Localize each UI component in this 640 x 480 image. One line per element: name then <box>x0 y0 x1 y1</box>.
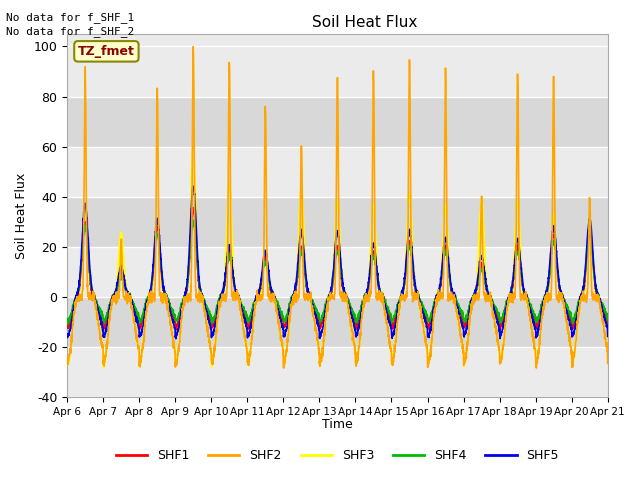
SHF2 <box>604 360 612 366</box>
Bar <box>67 247 608 297</box>
SHF5 <box>125 293 132 299</box>
Text: TZ_fmet: TZ_fmet <box>78 45 135 58</box>
Text: No data for f_SHF_1: No data for f_SHF_1 <box>6 12 134 23</box>
SHF3 <box>535 345 543 351</box>
SHF2 <box>593 291 601 297</box>
SHF4 <box>63 316 71 322</box>
SHF3 <box>294 247 302 252</box>
SHF5 <box>271 293 278 299</box>
SHF1 <box>63 322 71 327</box>
Bar <box>67 96 608 147</box>
SHF2 <box>125 296 132 301</box>
SHF5 <box>604 334 612 339</box>
Bar <box>67 347 608 397</box>
SHF5 <box>63 332 71 338</box>
SHF4 <box>271 294 278 300</box>
SHF3 <box>593 294 601 300</box>
SHF5 <box>157 256 164 262</box>
SHF4 <box>157 262 165 268</box>
SHF3 <box>125 295 133 300</box>
SHF3 <box>189 141 197 147</box>
SHF3 <box>157 269 165 275</box>
SHF5 <box>593 292 601 298</box>
SHF2 <box>63 356 71 361</box>
SHF1 <box>604 324 612 329</box>
SHF5 <box>535 324 543 329</box>
SHF2 <box>535 343 543 349</box>
Legend: SHF1, SHF2, SHF3, SHF4, SHF5: SHF1, SHF2, SHF3, SHF4, SHF5 <box>111 444 564 468</box>
Line: SHF4: SHF4 <box>67 220 608 324</box>
SHF3 <box>63 357 71 363</box>
Line: SHF5: SHF5 <box>67 186 608 339</box>
SHF2 <box>271 300 278 305</box>
SHF4 <box>190 217 198 223</box>
Bar <box>67 147 608 197</box>
SHF1 <box>271 296 278 301</box>
Bar <box>67 47 608 96</box>
SHF2 <box>189 44 197 49</box>
SHF4 <box>535 315 543 321</box>
Text: No data for f_SHF_2: No data for f_SHF_2 <box>6 26 134 37</box>
SHF1 <box>136 327 143 333</box>
Bar <box>67 197 608 247</box>
Bar <box>67 297 608 347</box>
SHF1 <box>593 293 601 299</box>
SHF1 <box>125 294 132 300</box>
SHF4 <box>294 267 302 273</box>
SHF1 <box>157 264 165 270</box>
SHF5 <box>294 256 302 262</box>
Line: SHF3: SHF3 <box>67 144 608 368</box>
Y-axis label: Soil Heat Flux: Soil Heat Flux <box>15 172 28 259</box>
SHF5 <box>172 336 180 342</box>
SHF2 <box>157 295 164 300</box>
SHF1 <box>189 205 196 211</box>
SHF4 <box>125 294 133 300</box>
X-axis label: Time: Time <box>322 419 353 432</box>
SHF4 <box>65 321 72 327</box>
Line: SHF2: SHF2 <box>67 47 608 368</box>
SHF3 <box>604 360 612 365</box>
SHF1 <box>535 316 543 322</box>
SHF4 <box>593 289 601 295</box>
SHF2 <box>294 291 302 297</box>
SHF4 <box>604 318 612 324</box>
SHF3 <box>100 365 108 371</box>
SHF1 <box>294 263 302 268</box>
SHF2 <box>280 365 287 371</box>
SHF5 <box>189 183 197 189</box>
SHF3 <box>271 300 278 306</box>
Title: Soil Heat Flux: Soil Heat Flux <box>312 15 417 30</box>
Line: SHF1: SHF1 <box>67 208 608 330</box>
